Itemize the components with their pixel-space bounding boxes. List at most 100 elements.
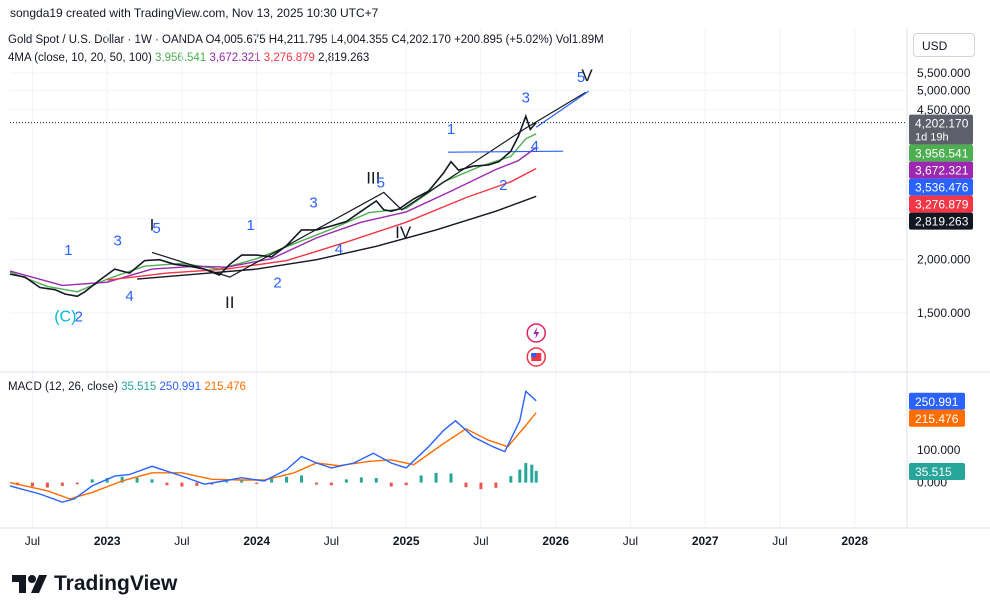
wave-label: 4 — [125, 288, 133, 305]
macd-hist-bar — [374, 478, 378, 483]
ma-line-ma100 — [137, 195, 537, 280]
price-series — [9, 113, 907, 298]
symbol-name[interactable]: Gold Spot / U.S. Dollar · 1W · OANDA — [8, 34, 203, 46]
channel-line — [447, 150, 564, 153]
ma50-value: 3,276.879 — [263, 52, 315, 64]
macd-hist-bar — [165, 482, 169, 486]
macd-hist-bar — [479, 482, 483, 490]
price-label-text: 3,956.541 — [915, 147, 969, 161]
ohlc-open: O4,005.675 — [205, 34, 266, 46]
wave-label: 1 — [447, 121, 455, 138]
macd-hist-bar — [509, 476, 513, 483]
macd-hist-bar — [285, 476, 289, 483]
macd-hist-bar — [449, 473, 453, 483]
wave-label: III — [366, 169, 380, 188]
chart-icons[interactable] — [526, 323, 546, 367]
macd-hist-bar — [90, 479, 94, 483]
macd-hist-bar — [464, 482, 468, 488]
macd-label-text: 250.991 — [915, 395, 959, 409]
macd-line-value: 250.991 — [159, 381, 202, 393]
time-tick-label: Jul — [473, 534, 488, 548]
ma10-value: 3,956.541 — [155, 52, 207, 64]
us-flag-canton-icon — [531, 353, 537, 357]
macd-hist-bar — [518, 469, 522, 483]
wave-label: 2 — [273, 274, 281, 291]
price-label-text: 4,202.170 — [915, 117, 969, 131]
ma20-value: 3,672.321 — [209, 52, 261, 64]
macd-label-box — [909, 463, 965, 481]
ohlc-low: L4,004.355 — [330, 34, 389, 46]
price-tick-label: 4,500.000 — [917, 103, 971, 117]
price-label-box — [909, 161, 973, 179]
macd-tick-label: 100.000 — [917, 443, 961, 457]
time-tick-label: Jul — [772, 534, 787, 548]
wave-label: 1 — [247, 217, 255, 234]
time-tick-label: 2026 — [542, 534, 569, 548]
wave-label: V — [581, 66, 593, 85]
macd-hist-bar — [180, 482, 184, 487]
wave-label: 5 — [577, 69, 585, 86]
wave-label: 2 — [499, 177, 507, 194]
moving-averages — [9, 133, 537, 293]
wave-label: 1 — [64, 242, 72, 259]
macd-indicator-label[interactable]: MACD (12, 26, close) — [8, 381, 118, 393]
macd-hist-bar — [404, 482, 408, 486]
macd-hist-bar — [150, 479, 154, 483]
time-tick-label: 2028 — [841, 534, 868, 548]
macd-hist-bar — [255, 482, 259, 484]
macd-hist-bar — [60, 482, 64, 486]
wave-label: 2 — [75, 309, 83, 326]
macd-hist-value: 35.515 — [121, 381, 157, 393]
macd-label-box — [909, 409, 965, 427]
channel-line — [535, 90, 589, 128]
price-label-text: 3,276.879 — [915, 198, 969, 212]
wave-label: 3 — [309, 195, 317, 212]
symbol-legend: Gold Spot / U.S. Dollar · 1W · OANDA O4,… — [8, 34, 604, 46]
price-label-box — [909, 114, 973, 145]
price-label-box — [909, 178, 973, 196]
volume-value: Vol1.89M — [555, 34, 604, 46]
macd-hist-bar — [359, 477, 363, 483]
ma-line-ma20 — [9, 146, 537, 287]
price-label-text: 3,536.476 — [915, 181, 969, 195]
wave-label: 4 — [335, 241, 343, 258]
macd-line — [9, 389, 537, 503]
macd-hist-bar — [240, 480, 244, 483]
currency-button[interactable]: USD — [913, 33, 975, 57]
macd-hist-bar — [30, 482, 34, 487]
tradingview-logo-icon — [12, 575, 47, 593]
price-label-box — [909, 212, 973, 230]
macd-hist-bar — [494, 482, 498, 488]
time-tick-label: 2024 — [243, 534, 270, 548]
wave-label: 4 — [531, 138, 539, 155]
macd-hist-bar — [329, 482, 333, 486]
macd-hist-bar — [389, 482, 393, 487]
macd-hist-bar — [530, 464, 534, 483]
macd-hist-bar — [45, 482, 49, 488]
ma-legend: 4MA (close, 10, 20, 50, 100) 3,956.541 3… — [8, 52, 369, 64]
macd-hist-bar — [135, 477, 139, 483]
change-value: +200.895 (+5.02%) — [454, 34, 553, 46]
price-tick-label: 5,500.000 — [917, 66, 971, 80]
macd-signal-line — [9, 412, 537, 500]
ma-indicator-label[interactable]: 4MA (close, 10, 20, 50, 100) — [8, 52, 152, 64]
tradingview-logo[interactable]: TradingView — [12, 572, 177, 596]
price-label-countdown: 1d 19h — [915, 132, 949, 144]
macd-hist-bar — [300, 475, 304, 483]
time-tick-label: Jul — [623, 534, 638, 548]
macd-hist-bar — [314, 482, 318, 485]
price-label-text: 2,819.263 — [915, 215, 969, 229]
macd-label-text: 215.476 — [915, 412, 959, 426]
macd-label-box — [909, 392, 965, 410]
time-tick-label: Jul — [324, 534, 339, 548]
wave-label: 3 — [113, 232, 121, 249]
wave-label: II — [225, 293, 234, 312]
price-line — [9, 113, 537, 298]
grid-lines — [10, 28, 907, 528]
ma-line-ma10 — [9, 133, 537, 293]
macd-legend: MACD (12, 26, close) 35.515 250.991 215.… — [8, 381, 246, 393]
time-tick-label: 2023 — [94, 534, 121, 548]
time-tick-label: Jul — [174, 534, 189, 548]
